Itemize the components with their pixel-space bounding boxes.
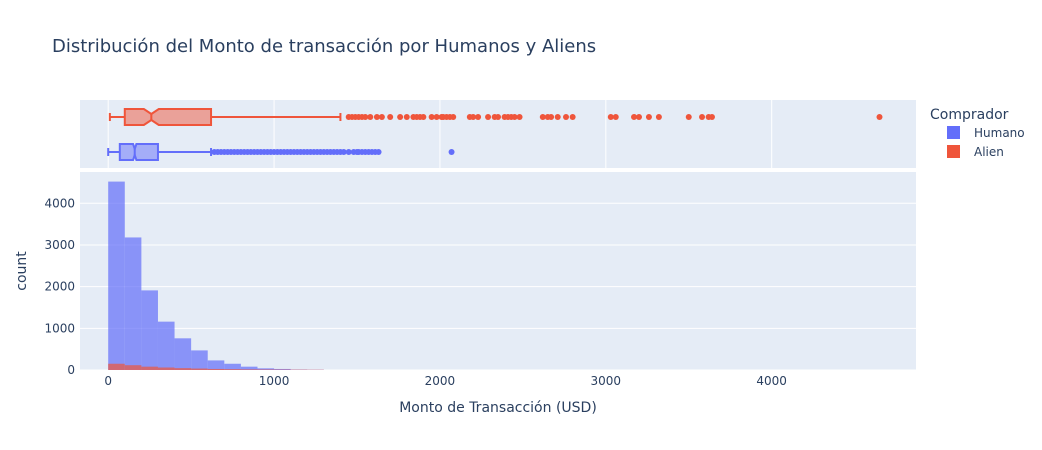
x-axis-label: Monto de Transacción (USD) — [399, 400, 597, 416]
histogram-bar-alien — [191, 368, 208, 370]
box-gridlines — [107, 100, 773, 168]
histogram-bar-humano — [224, 363, 241, 370]
histogram-bar-alien — [108, 363, 125, 370]
chart-title: Distribución del Monto de transacción po… — [52, 36, 596, 57]
histogram-bar-humano — [191, 350, 208, 370]
box-outlier-alien — [876, 114, 883, 120]
histogram-bar-humano — [141, 290, 158, 370]
box-outlier-alien — [495, 114, 501, 120]
box-outlier-alien — [563, 114, 570, 120]
histogram-bar-alien — [124, 365, 142, 370]
histogram-bar-humano — [124, 237, 142, 370]
y-tick-label: 2000 — [44, 280, 75, 294]
box-humano — [118, 143, 159, 161]
legend-label-alien[interactable]: Alien — [974, 145, 1004, 159]
box-outlier-alien — [655, 114, 662, 120]
box-outlier-alien — [485, 114, 492, 120]
y-tick-label: 3000 — [44, 238, 75, 252]
histogram-bar-humano — [157, 321, 175, 370]
box-outlier-humano — [340, 149, 347, 155]
histogram-bar-alien — [141, 366, 158, 370]
box-outlier-alien — [554, 114, 561, 120]
histogram-bar-alien — [224, 369, 241, 370]
box-outlier-humano — [375, 149, 382, 155]
box-outlier-alien — [470, 114, 477, 120]
box-plot-area — [80, 100, 916, 168]
legend-swatch-alien[interactable] — [947, 145, 960, 158]
histogram-bar-humano — [274, 368, 291, 370]
histogram-bar-humano — [108, 181, 125, 370]
histogram-bar-alien — [157, 367, 175, 370]
x-tick-label: 4000 — [756, 374, 787, 388]
box-outlier-alien — [548, 114, 555, 120]
y-tick-label: 4000 — [44, 196, 75, 210]
box-outlier-alien — [475, 114, 482, 120]
box-outlier-alien — [367, 114, 374, 120]
box-outlier-alien — [708, 114, 715, 120]
box-outlier-alien — [612, 114, 619, 120]
legend-swatch-humano[interactable] — [947, 126, 960, 139]
histogram-bar-humano — [240, 366, 258, 370]
box-outlier-alien — [387, 114, 394, 120]
box-outlier-alien — [635, 114, 642, 120]
box-outlier-alien — [433, 114, 440, 120]
box-outlier-alien — [685, 114, 692, 120]
box-outlier-alien — [362, 114, 369, 120]
histogram-bar-alien — [207, 368, 225, 370]
histogram-bars — [108, 181, 324, 370]
box-outlier-alien — [428, 114, 435, 120]
box-outlier-alien — [631, 114, 638, 120]
legend-title: Comprador — [930, 107, 1009, 123]
histogram-bar-alien — [240, 369, 258, 370]
box-outlier-alien — [607, 114, 614, 120]
box-outlier-alien — [403, 114, 410, 120]
histogram-plot-area — [80, 172, 916, 370]
x-axis-ticks: 0 1000 2000 3000 4000 — [104, 374, 787, 388]
legend: Comprador Humano Alien — [930, 107, 1025, 159]
x-tick-label: 0 — [104, 374, 112, 388]
x-tick-label: 3000 — [591, 374, 622, 388]
box-outlier-alien — [420, 114, 427, 120]
box-outlier-alien — [569, 114, 576, 120]
box-outlier-alien — [450, 114, 457, 120]
box-outlier-alien — [511, 114, 518, 120]
histogram-bar-humano — [207, 360, 225, 370]
x-tick-label: 1000 — [259, 374, 290, 388]
histogram-bar-humano — [257, 368, 275, 370]
histogram-bar-alien — [174, 368, 192, 370]
box-outlier-alien — [539, 114, 546, 120]
box-outlier-alien — [645, 114, 652, 120]
box-alien — [123, 108, 213, 126]
y-axis-ticks: 0 1000 2000 3000 4000 — [44, 196, 75, 377]
box-outlier-alien — [516, 114, 523, 120]
box-outlier-alien — [378, 114, 385, 120]
y-tick-label: 0 — [67, 363, 75, 377]
box-outlier-humano — [345, 149, 352, 155]
x-tick-label: 2000 — [425, 374, 456, 388]
box-outlier-alien — [373, 114, 380, 120]
histogram-bar-humano — [174, 338, 192, 370]
box-outlier-humano — [448, 149, 455, 155]
histogram-bar-alien — [257, 369, 275, 370]
box-outlier-alien — [699, 114, 706, 120]
box-outlier-alien — [397, 114, 404, 120]
y-axis-label: count — [14, 251, 30, 291]
legend-label-humano[interactable]: Humano — [974, 126, 1025, 140]
y-tick-label: 1000 — [44, 321, 75, 335]
box-plots — [107, 108, 883, 161]
